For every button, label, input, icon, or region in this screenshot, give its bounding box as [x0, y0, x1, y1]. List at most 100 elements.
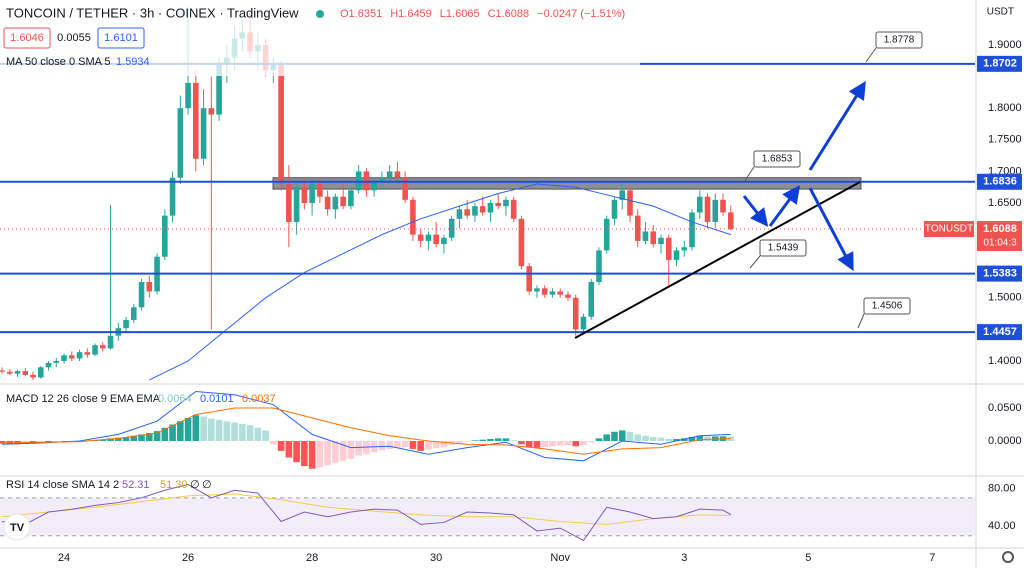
y-tick-label: 80.00: [988, 482, 1016, 494]
candle-body: [518, 218, 525, 267]
histogram-bar: [169, 424, 176, 441]
histogram-bar: [533, 440, 541, 448]
callout-leader: [749, 255, 761, 269]
ohlc-value: C1.6088: [488, 8, 530, 20]
histogram-bar: [549, 440, 556, 447]
x-tick-label: 3: [681, 552, 687, 564]
candle-body: [402, 177, 408, 200]
candle-body: [572, 297, 579, 330]
candle-body: [549, 291, 556, 295]
histogram-bar: [611, 431, 618, 441]
histogram-bar: [487, 439, 494, 441]
settings-icon[interactable]: [1002, 551, 1014, 563]
candle-body: [410, 199, 416, 235]
candle-body: [193, 82, 199, 159]
histogram-bar: [184, 417, 192, 441]
histogram-bar: [572, 440, 580, 447]
histogram-bar: [386, 440, 393, 449]
histogram-bar: [316, 440, 324, 468]
candle-body: [580, 316, 587, 330]
arrow: [742, 195, 769, 227]
candle-body: [596, 250, 602, 283]
candle-body: [503, 199, 509, 207]
y-tick-label: 0.0000: [988, 435, 1022, 447]
histogram-bar: [332, 440, 339, 463]
histogram-bar: [494, 438, 502, 441]
candle-body: [619, 190, 626, 200]
callout-label: 1.8778: [884, 35, 915, 46]
candle-body: [557, 291, 564, 295]
histogram-bar: [161, 427, 169, 441]
candle-body: [727, 212, 734, 230]
histogram-bar: [239, 423, 246, 441]
status-dot: [316, 10, 324, 18]
x-tick-label: 30: [430, 552, 442, 564]
callout-box: [875, 31, 923, 49]
candle-body: [14, 371, 21, 374]
callout-label: 1.5439: [768, 243, 799, 254]
trendline: [574, 181, 861, 339]
x-tick-label: 26: [182, 552, 194, 564]
candle-body: [286, 184, 292, 222]
ask-box[interactable]: [97, 27, 145, 49]
callout-label: 1.6853: [762, 154, 793, 165]
callout-leader: [743, 166, 755, 183]
candle-body: [138, 282, 145, 308]
candle-body: [510, 199, 517, 219]
indicator-line: [2, 407, 731, 455]
histogram-bar: [270, 440, 277, 445]
macd-hist-value: 0.0064: [158, 393, 192, 405]
histogram-bar: [277, 440, 285, 451]
signal-value: 0.0037: [242, 393, 276, 405]
histogram-bar: [130, 435, 138, 441]
histogram-bar: [285, 440, 293, 458]
histogram-bar: [696, 435, 704, 441]
histogram-bar: [254, 427, 262, 441]
arrow: [808, 187, 854, 272]
histogram-bar: [308, 440, 316, 469]
candle-body: [673, 250, 680, 260]
last-price-tag: [977, 221, 1022, 252]
histogram-bar: [440, 440, 448, 447]
level-tag: [977, 324, 1022, 341]
candle-body: [441, 237, 447, 245]
candle-body: [45, 362, 52, 368]
callout-box: [759, 239, 807, 257]
candle-body: [301, 187, 308, 204]
histogram-bar: [200, 416, 207, 441]
candle-body: [169, 177, 176, 216]
histogram-bar: [556, 440, 564, 446]
histogram-bar: [510, 440, 517, 441]
resistance-zone: [272, 177, 862, 190]
x-tick-label: 28: [306, 552, 318, 564]
candle-body: [541, 288, 548, 295]
histogram-bar: [223, 421, 231, 441]
histogram-bar: [649, 437, 657, 441]
candle-body: [479, 206, 486, 213]
candle-body: [30, 374, 36, 378]
tv-logo[interactable]: TV: [3, 513, 31, 541]
candle-body: [68, 355, 75, 359]
ma-value: 1.5934: [116, 56, 150, 68]
level-label: 1.4457: [983, 326, 1017, 338]
candle-body: [278, 63, 284, 185]
y-tick-label: 1.9000: [988, 39, 1022, 51]
arrow: [768, 185, 801, 227]
histogram-bar: [401, 440, 409, 447]
histogram-bar: [339, 440, 347, 461]
last-name: TONUSDT: [925, 224, 973, 235]
y-tick-label: 1.7500: [988, 134, 1022, 146]
bid-box[interactable]: [3, 27, 51, 49]
level-label: 1.6836: [983, 176, 1017, 188]
histogram-bar: [146, 433, 153, 441]
histogram-bar: [153, 431, 161, 441]
candle-body: [317, 184, 323, 197]
candle-body: [603, 218, 610, 251]
macd-value: 0.0101: [200, 393, 234, 405]
histogram-bar: [587, 440, 595, 443]
candle-body: [495, 203, 501, 207]
histogram-bar: [618, 430, 626, 441]
histogram-bar: [301, 440, 308, 467]
indicator-line: [1, 390, 731, 462]
histogram-bar: [673, 439, 680, 441]
